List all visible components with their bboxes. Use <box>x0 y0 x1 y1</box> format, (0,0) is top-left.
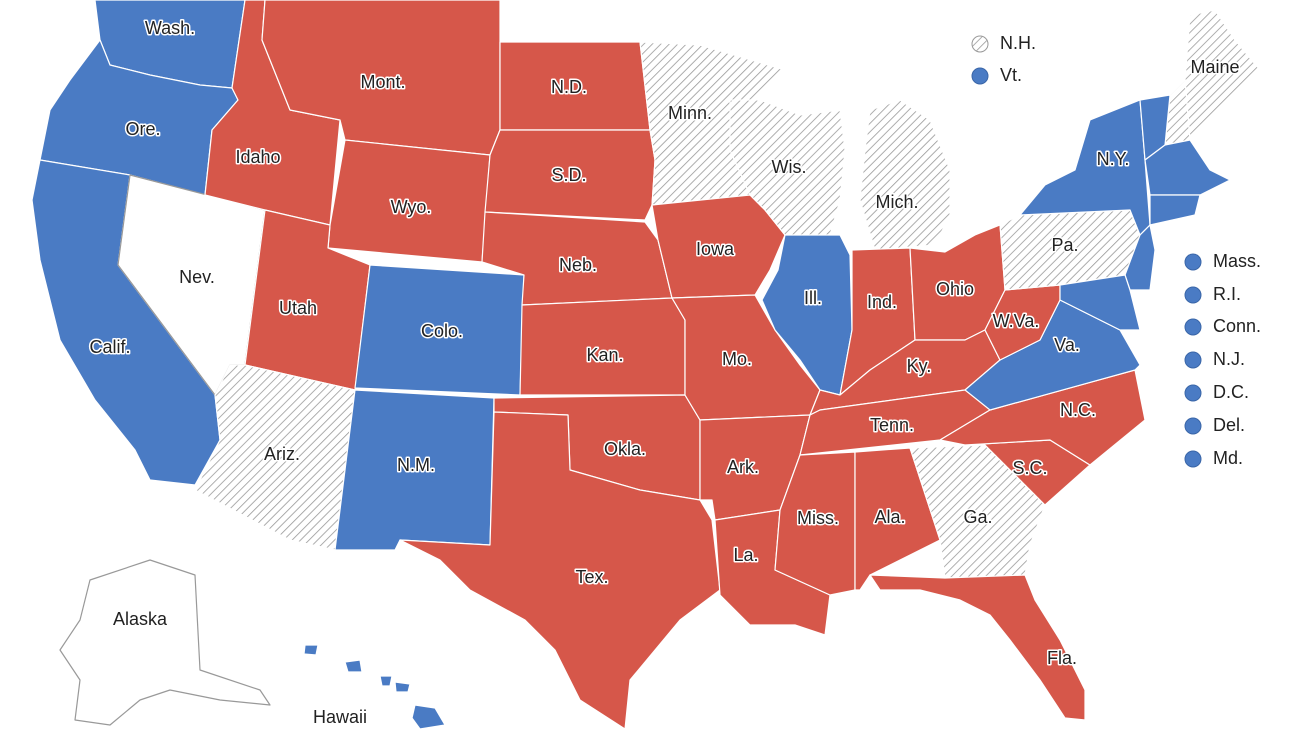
state-label: Ind. <box>867 292 897 312</box>
legend-label: N.J. <box>1213 349 1245 369</box>
state-label: Maine <box>1190 57 1239 77</box>
state-shape <box>1059 274 1141 331</box>
state-shape <box>399 411 721 729</box>
state-label: Fla. <box>1047 648 1077 668</box>
state-label: Idaho <box>235 147 280 167</box>
legend-label: Del. <box>1213 415 1245 435</box>
legend-label: R.I. <box>1213 284 1241 304</box>
state-label: Wyo. <box>391 197 432 217</box>
state-label: Ore. <box>125 119 160 139</box>
state-shape <box>327 139 491 263</box>
state-label: Ala. <box>874 507 905 527</box>
legend-swatch <box>1184 318 1202 336</box>
state-shape <box>344 659 363 673</box>
state-label: Mich. <box>875 192 918 212</box>
state-label: N.C. <box>1060 400 1096 420</box>
state-shape <box>859 99 951 251</box>
state-shape <box>411 704 446 729</box>
state-label: N.M. <box>397 455 435 475</box>
legend-label: D.C. <box>1213 382 1249 402</box>
state-shape <box>379 675 393 687</box>
state-label: Utah <box>279 298 317 318</box>
state-label: Ga. <box>963 507 992 527</box>
state-label: Tenn. <box>870 415 914 435</box>
legend-label: Conn. <box>1213 316 1261 336</box>
state-shape <box>729 99 846 236</box>
legend-label: Vt. <box>1000 65 1022 85</box>
state-label: Wis. <box>772 157 807 177</box>
state-label: Ariz. <box>264 444 300 464</box>
legend-swatch <box>1184 417 1202 435</box>
legend-swatch <box>1184 450 1202 468</box>
state-label: Colo. <box>421 321 463 341</box>
state-label: Ark. <box>727 457 759 477</box>
state-shape <box>1149 194 1201 226</box>
state-label: Okla. <box>604 439 646 459</box>
state-shape <box>394 681 411 693</box>
state-label: Hawaii <box>313 707 367 727</box>
state-label: Miss. <box>797 508 839 528</box>
legend-label: N.H. <box>1000 33 1036 53</box>
state-label: La. <box>733 545 758 565</box>
state-label: Ky. <box>907 356 932 376</box>
state-shape <box>939 369 1146 466</box>
legend-swatch <box>971 67 989 85</box>
state-label: Wash. <box>145 18 195 38</box>
legend-swatch <box>1184 351 1202 369</box>
state-label: Mo. <box>722 349 752 369</box>
state-label: Pa. <box>1051 235 1078 255</box>
state-label: Mont. <box>360 72 405 92</box>
state-shape <box>1184 9 1261 141</box>
legend-swatch <box>971 35 989 53</box>
state-shape <box>869 574 1086 721</box>
state-label: Va. <box>1054 335 1080 355</box>
state-label: Alaska <box>113 609 168 629</box>
state-label: S.D. <box>551 165 586 185</box>
state-shape <box>303 644 319 656</box>
legend-swatch <box>1184 384 1202 402</box>
legend-label: Md. <box>1213 448 1243 468</box>
legend-swatch <box>1184 253 1202 271</box>
state-label: Ohio <box>936 279 974 299</box>
state-label: Kan. <box>586 345 623 365</box>
state-label: N.Y. <box>1097 149 1130 169</box>
state-label: Nev. <box>179 267 215 287</box>
state-label: Calif. <box>89 337 130 357</box>
state-label: Minn. <box>668 103 712 123</box>
state-label: Tex. <box>575 567 608 587</box>
state-label: W.Va. <box>993 311 1040 331</box>
state-label: N.D. <box>551 77 587 97</box>
legend-label: Mass. <box>1213 251 1261 271</box>
state-label: Iowa <box>696 239 735 259</box>
state-label: Neb. <box>559 255 597 275</box>
state-shapes <box>31 0 1261 729</box>
state-label: S.C. <box>1012 458 1047 478</box>
legend-swatch <box>1184 286 1202 304</box>
state-label: Ill. <box>804 288 822 308</box>
state-shape <box>59 559 271 726</box>
state-labels: Wash. Ore. Calif. Nev. Idaho Mont. Wyo. Utah Col… <box>88 16 1261 728</box>
